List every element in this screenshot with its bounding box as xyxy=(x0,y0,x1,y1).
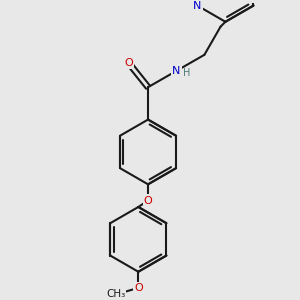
Text: CH₃: CH₃ xyxy=(106,290,125,299)
Text: O: O xyxy=(144,196,152,206)
Text: N: N xyxy=(172,66,180,76)
Text: H: H xyxy=(183,68,190,78)
Text: N: N xyxy=(193,1,202,10)
Text: O: O xyxy=(134,283,143,293)
Text: O: O xyxy=(124,58,133,68)
